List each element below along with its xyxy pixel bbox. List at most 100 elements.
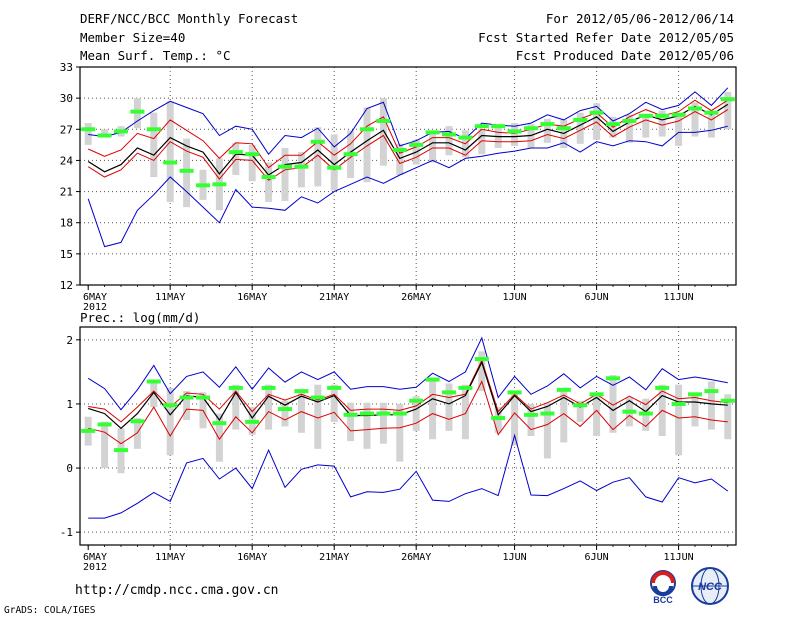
prec-median-marker [474,357,489,362]
temp-xtick-label: 1JUN [503,292,527,303]
prec-median-marker [638,411,653,416]
prec-spread-bar [133,418,141,449]
variable-label: Mean Surf. Temp.: °C [80,48,231,63]
temp-spread-bar [429,131,437,163]
temp-median-marker [458,135,473,140]
temp-line-upper_quartile [87,99,729,169]
ncc-logo: NCC [691,567,729,605]
temp-spread-bar [183,138,191,208]
temp-ytick-label: 27 [60,123,73,136]
prec-median-marker [196,395,210,400]
temp-line-min [87,125,728,248]
temp-median-marker [278,164,292,169]
prec-spread-bar [379,402,387,444]
temp-median-marker [491,124,506,129]
prec-median-marker [491,416,506,421]
prec-median-marker [409,398,424,403]
prec-line-mean [88,360,728,430]
temp-spread-bar [691,102,699,137]
temp-line-mean [87,103,729,176]
precip-title: Prec.: log(mm/d) [80,310,201,325]
temp-spread-bar [478,129,486,155]
temp-spread-bar [445,126,453,156]
member-size: Member Size=40 [80,30,186,45]
prec-median-marker [507,390,522,395]
temp-line-max [88,87,729,156]
temp-spread-bar [543,118,551,143]
temp-xtick-label: 11JUN [664,292,694,303]
prec-median-marker [392,411,407,416]
prec-median-marker [671,401,686,406]
temp-spread-bar [248,144,256,182]
prec-median-marker [97,422,112,427]
temp-median-marker [130,109,145,114]
temp-year-label: 2012 [83,302,107,313]
temp-xtick-label: 6MAY [83,292,107,303]
temp-median-marker [146,127,161,132]
prec-median-marker [360,411,374,416]
temp-median-marker [114,129,128,134]
prec-median-marker [343,412,358,417]
prec-spread-bar [347,402,355,442]
temp-xtick-label: 21MAY [319,292,349,303]
forecast-title: DERF/NCC/BCC Monthly Forecast [80,11,299,26]
prec-spread-bar [429,381,437,440]
prec-median-marker [179,395,194,400]
prec-xtick-label: 6JUN [585,552,609,563]
prec-spread-bar [527,403,535,436]
temp-median-marker [704,110,719,115]
temp-spread-bar [379,98,387,166]
temp-median-marker [540,122,555,127]
temp-median-marker [688,106,702,111]
grads-credit: GrADS: COLA/IGES [4,605,96,616]
prec-spread-bar [330,384,338,422]
prec-spread-bar [691,394,699,427]
fcst-produced-date: Fcst Produced Date 2012/05/06 [515,48,734,63]
prec-spread-bar [543,402,551,459]
prec-ytick-label: -1 [60,526,73,539]
temp-median-marker [622,118,637,123]
temp-spread-bar [281,147,289,201]
bcc-logo: BCC [650,570,676,605]
temp-median-marker [228,150,243,155]
prec-spread-bar [724,394,732,440]
temp-ytick-label: 15 [60,248,73,261]
temp-spread-bar [101,129,109,136]
temp-panel: 12 15 18 21 24 27 30 33 6MAY 11MAY 16MAY 21MAY 26MAY… [60,61,737,313]
temp-median-marker [327,165,342,170]
prec-median-marker [114,448,128,453]
temp-median-marker [97,133,112,138]
prec-median-marker [81,428,96,433]
prec-median-marker [524,412,538,417]
ncc-logo-text: NCC [698,581,723,593]
temp-xtick-label: 11MAY [155,292,185,303]
prec-spread-bar [445,383,453,431]
prec-ytick-label: 1 [66,398,73,411]
temp-median-marker [212,182,227,187]
temp-spread-bar [297,152,305,188]
temp-median-marker [442,132,456,137]
temp-ytick-label: 33 [60,61,73,74]
bcc-logo-arc-red [651,571,675,584]
temp-median-marker [409,142,424,147]
prec-spread-bar [166,387,174,456]
temp-median-marker [671,112,686,117]
temp-median-marker [196,183,210,188]
source-url[interactable]: http://cmdp.ncc.cma.gov.cn [75,583,279,598]
prec-median-marker [228,385,243,390]
bcc-logo-arc-blue [653,585,673,596]
prec-xtick-label: 11JUN [664,552,694,563]
prec-spread-bar [281,400,289,427]
temp-xtick-label: 16MAY [237,292,267,303]
temp-ytick-label: 24 [60,154,74,167]
temp-spread-bar [576,112,584,144]
temp-spread-bar [232,142,240,175]
temp-median-marker [556,126,571,131]
temp-spread-bar [330,134,338,191]
bcc-logo-text: BCC [653,595,673,605]
prec-median-marker [327,385,342,390]
prec-ytick-label: 2 [66,334,73,347]
prec-median-marker [720,398,735,403]
temp-median-marker [720,97,735,102]
